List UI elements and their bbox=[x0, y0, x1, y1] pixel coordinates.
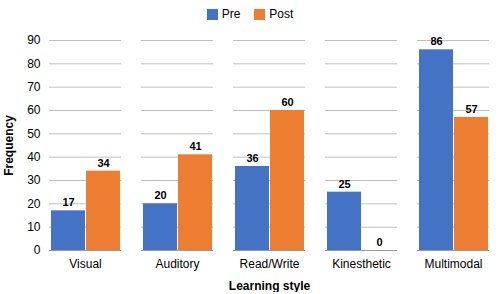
svg-text:50: 50 bbox=[27, 127, 41, 141]
html-text:Post: Post bbox=[269, 7, 294, 21]
svg-text:70: 70 bbox=[27, 80, 41, 94]
svg-text:40: 40 bbox=[27, 150, 41, 164]
svg-text:Learning style: Learning style bbox=[229, 279, 311, 293]
svg-text:57: 57 bbox=[465, 103, 477, 115]
svg-text:36: 36 bbox=[246, 152, 258, 164]
svg-text:30: 30 bbox=[27, 173, 41, 187]
svg-text:60: 60 bbox=[27, 103, 41, 117]
svg-text:86: 86 bbox=[430, 35, 442, 47]
svg-text:41: 41 bbox=[189, 140, 201, 152]
svg-text:Read/Write: Read/Write bbox=[240, 257, 300, 271]
svg-text:25: 25 bbox=[338, 178, 350, 190]
svg-text:Kinesthetic: Kinesthetic bbox=[332, 257, 391, 271]
svg-text:Auditory: Auditory bbox=[155, 257, 199, 271]
svg-text:Frequency: Frequency bbox=[2, 115, 16, 176]
svg-text:34: 34 bbox=[97, 157, 110, 169]
svg-text:80: 80 bbox=[27, 57, 41, 71]
html-text:Pre: Pre bbox=[221, 7, 241, 21]
svg-text:17: 17 bbox=[62, 196, 74, 208]
svg-text:0: 0 bbox=[34, 243, 41, 257]
svg-text:20: 20 bbox=[27, 197, 41, 211]
svg-text:Multimodal: Multimodal bbox=[424, 257, 482, 271]
svg-text:60: 60 bbox=[281, 96, 293, 108]
svg-text:10: 10 bbox=[27, 220, 41, 234]
svg-text:20: 20 bbox=[154, 189, 166, 201]
svg-text:90: 90 bbox=[27, 33, 41, 47]
svg-text:0: 0 bbox=[376, 236, 382, 248]
svg-text:Visual: Visual bbox=[69, 257, 101, 271]
